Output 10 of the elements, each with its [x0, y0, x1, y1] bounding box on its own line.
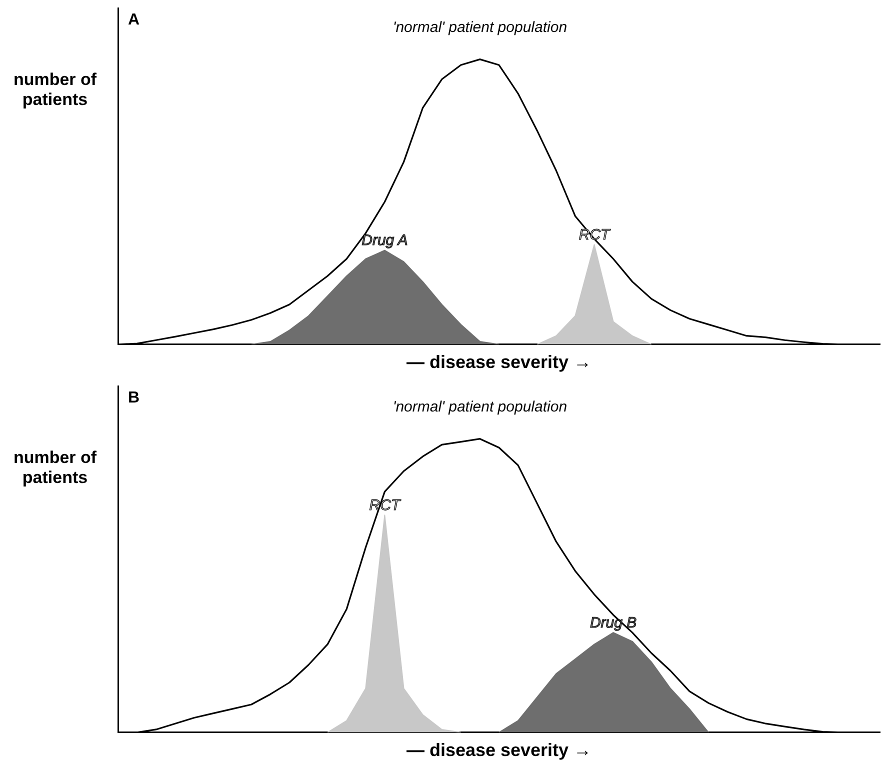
x-axis-title: — disease severity → — [406, 352, 592, 372]
text: B — [128, 389, 140, 406]
text: 'normal' patient population — [392, 398, 568, 416]
x-axis-title: — disease severity → — [406, 740, 592, 760]
series-label: Drug A — [362, 232, 408, 249]
series-label: Drug B — [590, 614, 637, 632]
text: 'normal' patient population — [392, 18, 568, 36]
y-axis-title: number of patients — [12, 448, 98, 488]
y-axis-title: number of patients — [12, 70, 98, 110]
text: A — [128, 11, 140, 28]
